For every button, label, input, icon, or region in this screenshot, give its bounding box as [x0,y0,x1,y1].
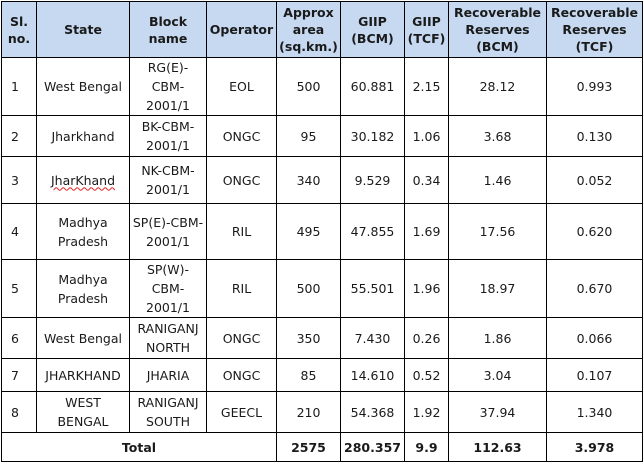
cell-area: 210 [276,391,341,433]
cell-rr-tcf: 0.066 [546,317,643,359]
cell-area: 350 [276,317,341,359]
table-row: 8 WEST BENGAL RANIGANJ SOUTH GEECL 210 5… [1,391,643,433]
cell-giip-bcm: 14.610 [340,358,405,392]
cell-rr-tcf: 1.340 [546,391,643,433]
table-row: 4 Madhya Pradesh SP(E)-CBM-2001/1 RIL 49… [1,203,643,260]
total-row: Total 2575 280.357 9.9 112.63 3.978 [1,432,643,462]
cell-rr-bcm: 3.68 [448,115,547,157]
cell-sl: 3 [1,156,37,204]
cell-giip-bcm: 54.368 [340,391,405,433]
cell-rr-bcm: 3.04 [448,358,547,392]
cell-giip-tcf: 1.96 [404,259,449,318]
cell-giip-bcm: 7.430 [340,317,405,359]
table-row: 6 West Bengal RANIGANJ NORTH ONGC 350 7.… [1,317,643,359]
cell-giip-bcm: 60.881 [340,57,405,116]
total-giip-tcf: 9.9 [404,432,449,462]
col-header-rr-tcf: Recoverable Reserves (TCF) [546,1,643,58]
cell-giip-tcf: 0.52 [404,358,449,392]
total-label: Total [1,432,277,462]
col-header-giip-bcm: GIIP (BCM) [340,1,405,58]
cell-state: West Bengal [36,317,130,359]
table-row: 2 Jharkhand BK-CBM-2001/1 ONGC 95 30.182… [1,115,643,157]
cell-giip-tcf: 0.34 [404,156,449,204]
cell-rr-bcm: 37.94 [448,391,547,433]
cell-rr-tcf: 0.130 [546,115,643,157]
table-row: 3 JharKhand NK-CBM-2001/1 ONGC 340 9.529… [1,156,643,204]
cell-operator: ONGC [206,156,277,204]
cell-state: Madhya Pradesh [36,259,130,318]
cell-area: 500 [276,57,341,116]
cell-operator: GEECL [206,391,277,433]
total-rr-bcm: 112.63 [448,432,547,462]
cell-state: Madhya Pradesh [36,203,130,260]
cell-state: JHARKHAND [36,358,130,392]
cell-block: SP(E)-CBM-2001/1 [129,203,207,260]
cell-block: SP(W)-CBM-2001/1 [129,259,207,318]
cell-giip-bcm: 30.182 [340,115,405,157]
cell-sl: 8 [1,391,37,433]
spellcheck-flagged-text: JharKhand [50,172,116,188]
cell-state: JharKhand [36,156,130,204]
cell-rr-tcf: 0.620 [546,203,643,260]
cell-giip-tcf: 2.15 [404,57,449,116]
cell-area: 95 [276,115,341,157]
header-row: Sl. no. State Block name Operator Approx… [1,1,643,58]
cell-rr-tcf: 0.107 [546,358,643,392]
cell-state: WEST BENGAL [36,391,130,433]
cell-giip-bcm: 47.855 [340,203,405,260]
table-row: 5 Madhya Pradesh SP(W)-CBM-2001/1 RIL 50… [1,259,643,318]
cell-operator: EOL [206,57,277,116]
cell-rr-tcf: 0.993 [546,57,643,116]
cell-rr-bcm: 1.46 [448,156,547,204]
cell-giip-tcf: 0.26 [404,317,449,359]
cell-rr-bcm: 18.97 [448,259,547,318]
cell-operator: ONGC [206,115,277,157]
cell-rr-tcf: 0.052 [546,156,643,204]
cell-sl: 7 [1,358,37,392]
cell-giip-bcm: 55.501 [340,259,405,318]
cell-operator: ONGC [206,317,277,359]
cell-operator: RIL [206,259,277,318]
total-giip-bcm: 280.357 [340,432,405,462]
cell-block: BK-CBM-2001/1 [129,115,207,157]
cell-rr-bcm: 28.12 [448,57,547,116]
cell-giip-tcf: 1.69 [404,203,449,260]
cell-block: RG(E)-CBM-2001/1 [129,57,207,116]
cell-giip-bcm: 9.529 [340,156,405,204]
table-row: 7 JHARKHAND JHARIA ONGC 85 14.610 0.52 3… [1,358,643,392]
cell-block: JHARIA [129,358,207,392]
cell-area: 495 [276,203,341,260]
cell-rr-bcm: 1.86 [448,317,547,359]
cell-area: 500 [276,259,341,318]
cell-sl: 2 [1,115,37,157]
cell-block: NK-CBM-2001/1 [129,156,207,204]
cell-sl: 4 [1,203,37,260]
cell-area: 340 [276,156,341,204]
total-area: 2575 [276,432,341,462]
cell-rr-bcm: 17.56 [448,203,547,260]
total-rr-tcf: 3.978 [546,432,643,462]
col-header-block-name: Block name [129,1,207,58]
cell-giip-tcf: 1.92 [404,391,449,433]
cell-rr-tcf: 0.670 [546,259,643,318]
col-header-operator: Operator [206,1,277,58]
cell-area: 85 [276,358,341,392]
cell-sl: 5 [1,259,37,318]
cell-sl: 1 [1,57,37,116]
col-header-state: State [36,1,130,58]
table-row: 1 West Bengal RG(E)-CBM-2001/1 EOL 500 6… [1,57,643,116]
cell-sl: 6 [1,317,37,359]
col-header-giip-tcf: GIIP (TCF) [404,1,449,58]
cell-block: RANIGANJ SOUTH [129,391,207,433]
cell-state: West Bengal [36,57,130,116]
cell-operator: ONGC [206,358,277,392]
col-header-area: Approx area (sq.km.) [276,1,341,58]
cell-state: Jharkhand [36,115,130,157]
cell-block: RANIGANJ NORTH [129,317,207,359]
col-header-rr-bcm: Recoverable Reserves (BCM) [448,1,547,58]
col-header-sl-no: Sl. no. [1,1,37,58]
cell-operator: RIL [206,203,277,260]
cell-giip-tcf: 1.06 [404,115,449,157]
